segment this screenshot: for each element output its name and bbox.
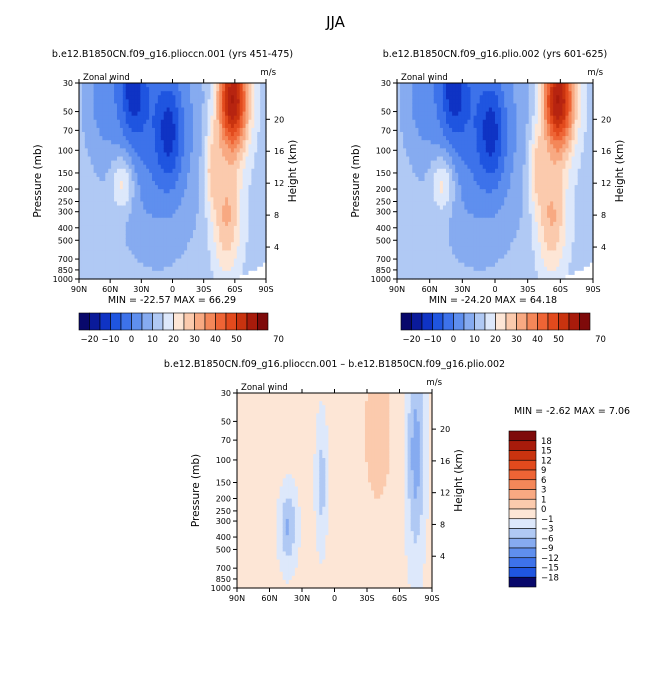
label-bar-swatch bbox=[163, 313, 174, 330]
height-tick-label: 12 bbox=[274, 179, 284, 188]
label-bar-swatch bbox=[111, 313, 122, 330]
height-tick-label: 20 bbox=[274, 115, 284, 124]
label-bar-swatch bbox=[237, 313, 248, 330]
right-label: m/s bbox=[587, 68, 603, 78]
y-tick-label: 300 bbox=[58, 208, 73, 217]
right-label: m/s bbox=[260, 68, 276, 78]
y-tick-label: 400 bbox=[58, 224, 73, 233]
y-tick-label: 500 bbox=[58, 236, 73, 245]
y-tick-label: 250 bbox=[58, 198, 73, 207]
y-tick-label: 70 bbox=[63, 126, 73, 135]
height-tick-label: 4 bbox=[274, 243, 279, 252]
height-tick-label: 8 bbox=[274, 211, 279, 220]
y-tick-label: 700 bbox=[58, 255, 73, 264]
label-bar-swatch bbox=[216, 313, 227, 330]
contour-field bbox=[397, 83, 594, 280]
x-tick-label: 60S bbox=[227, 285, 242, 294]
page-title: JJA bbox=[325, 13, 346, 31]
label-bar-top-left: −20−10 0 10 20 30 40 50 70 bbox=[79, 313, 284, 345]
label-bar-tick: −10 bbox=[102, 335, 120, 345]
label-bar-swatch bbox=[247, 313, 258, 330]
label-bar-tick: −20 bbox=[81, 335, 99, 345]
x-tick-label: 0 bbox=[170, 285, 175, 294]
label-bar-swatch bbox=[195, 313, 206, 330]
label-bar-swatch bbox=[90, 313, 101, 330]
label-bar-swatch bbox=[153, 313, 164, 330]
y-tick-label: 150 bbox=[58, 169, 73, 178]
x-tick-label: 90N bbox=[71, 285, 87, 294]
label-bar-swatch bbox=[174, 313, 185, 330]
y-tick-label: 850 bbox=[58, 266, 73, 275]
label-bar-tick: 30 bbox=[189, 335, 200, 345]
x-tick-label: 30S bbox=[196, 285, 211, 294]
label-bar-swatch bbox=[100, 313, 111, 330]
label-bar-tick: 70 bbox=[273, 335, 284, 345]
label-bar-tick: 40 bbox=[210, 335, 221, 345]
label-bar-tick: 10 bbox=[147, 335, 158, 345]
label-bar-swatch bbox=[184, 313, 195, 330]
label-bar-tick: 50 bbox=[231, 335, 242, 345]
panel-title: b.e12.B1850CN.f09_g16.plio.002 (yrs 601-… bbox=[383, 49, 608, 60]
panel-top-right: b.e12.B1850CN.f09_g16.plio.002 (yrs 601-… bbox=[350, 49, 626, 294]
label-bar-tick: 20 bbox=[168, 335, 179, 345]
label-bar-swatch bbox=[226, 313, 237, 330]
height-axis-label: Height (km) bbox=[287, 140, 299, 203]
height-tick-label: 16 bbox=[274, 147, 284, 156]
y-tick-label: 50 bbox=[63, 108, 73, 117]
x-tick-label: 60N bbox=[102, 285, 118, 294]
panel-title: b.e12.B1850CN.f09_g16.plioccn.001 (yrs 4… bbox=[52, 49, 293, 60]
label-bar-swatch bbox=[132, 313, 143, 330]
min-max-text: MIN = -22.57 MAX = 66.29 bbox=[108, 295, 236, 306]
y-tick-label: 200 bbox=[58, 185, 73, 194]
left-label: Zonal wind bbox=[83, 73, 130, 83]
label-bar-tick: 0 bbox=[129, 335, 134, 345]
y-axis-label: Pressure (mb) bbox=[32, 144, 44, 217]
label-bar-swatch bbox=[121, 313, 132, 330]
label-bar-swatch bbox=[79, 313, 90, 330]
x-tick-label: 30N bbox=[133, 285, 149, 294]
y-tick-label: 100 bbox=[58, 146, 73, 155]
left-label: Zonal wind bbox=[401, 73, 448, 83]
contour-field bbox=[79, 83, 267, 280]
panel-top-left: b.e12.B1850CN.f09_g16.plioccn.001 (yrs 4… bbox=[32, 49, 299, 294]
y-tick-label: 1000 bbox=[53, 275, 73, 284]
x-tick-label: 90S bbox=[258, 285, 273, 294]
label-bar-swatch bbox=[258, 313, 269, 330]
label-bar-swatch bbox=[142, 313, 153, 330]
y-tick-label: 30 bbox=[63, 79, 73, 88]
label-bar-swatch bbox=[205, 313, 216, 330]
